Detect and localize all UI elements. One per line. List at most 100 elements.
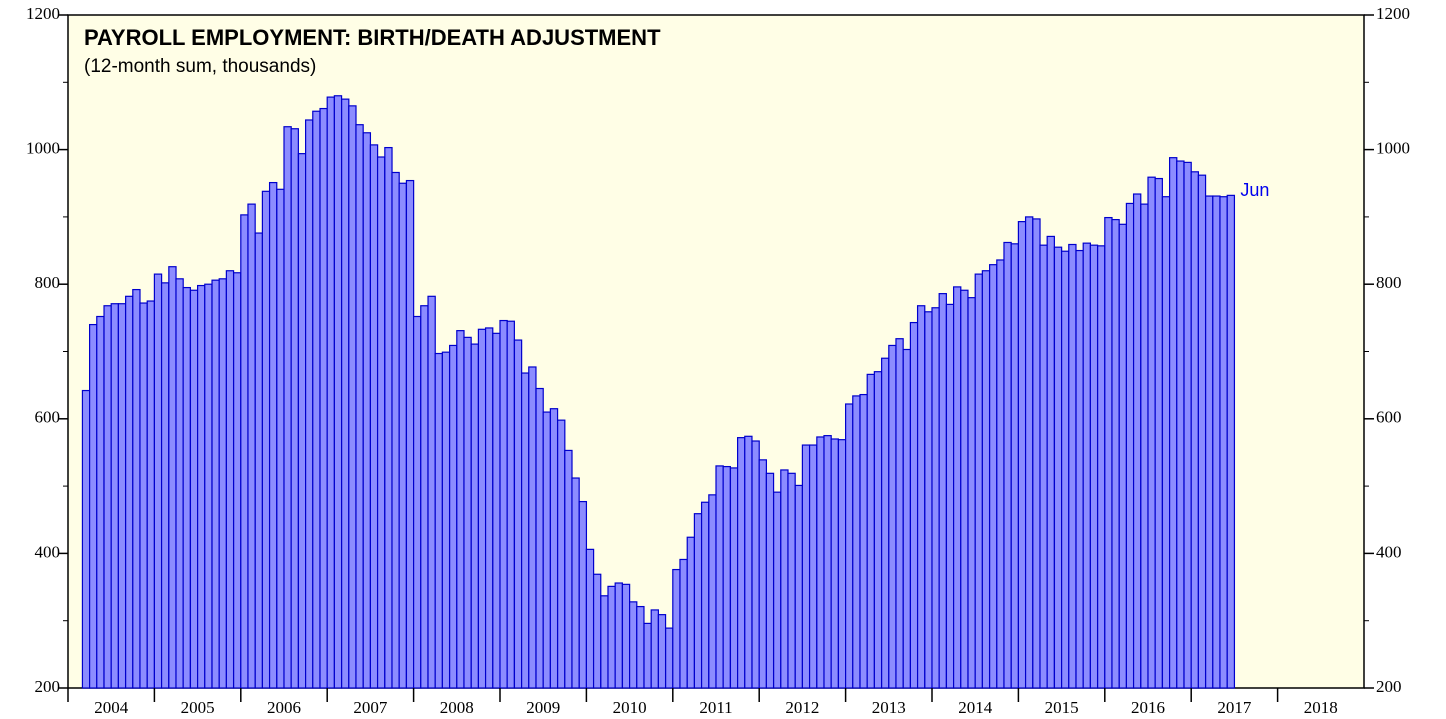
- bar: [895, 338, 904, 689]
- bar: [204, 283, 213, 689]
- bar: [816, 436, 825, 689]
- bar: [909, 321, 919, 689]
- bar: [369, 144, 379, 689]
- bar: [981, 270, 991, 689]
- y-tick-label: 1000: [26, 139, 60, 158]
- x-tick-label: 2010: [613, 698, 647, 717]
- bar: [700, 501, 710, 689]
- bar: [967, 297, 976, 689]
- bar: [96, 315, 105, 689]
- x-tick-label: 2006: [267, 698, 301, 717]
- bar: [715, 465, 724, 689]
- bar: [477, 328, 487, 689]
- bar: [326, 96, 336, 689]
- bar: [1132, 193, 1142, 689]
- bar: [938, 293, 947, 689]
- bar: [881, 357, 890, 689]
- bar: [125, 295, 134, 689]
- bar: [952, 286, 962, 689]
- bar: [189, 289, 199, 689]
- y-tick-label: 1200: [26, 4, 60, 23]
- bar: [686, 536, 696, 689]
- bar: [852, 395, 861, 689]
- bar: [989, 264, 998, 689]
- bar: [773, 491, 782, 689]
- bar: [376, 156, 386, 689]
- bar: [333, 95, 343, 689]
- bar: [808, 444, 818, 689]
- x-tick-label: 2009: [526, 698, 560, 717]
- bar: [729, 467, 739, 689]
- y-tick-label: 600: [35, 408, 61, 427]
- bar: [81, 389, 91, 689]
- bar: [549, 408, 559, 689]
- bar: [146, 300, 156, 689]
- bar: [283, 126, 292, 689]
- bar: [254, 232, 264, 689]
- bar: [621, 583, 631, 689]
- bar: [844, 403, 854, 689]
- chart-subtitle: (12-month sum, thousands): [84, 56, 316, 77]
- x-tick-label: 2011: [699, 698, 732, 717]
- bar: [319, 107, 328, 689]
- bar: [614, 582, 623, 689]
- bar: [607, 585, 616, 689]
- x-tick-label: 2017: [1217, 698, 1252, 717]
- y2-tick-label: 1000: [1376, 139, 1410, 158]
- bar: [693, 513, 703, 689]
- bar: [592, 573, 602, 689]
- bar: [103, 305, 112, 689]
- y2-tick-label: 1200: [1376, 4, 1410, 23]
- bar: [578, 500, 588, 689]
- bar: [117, 303, 127, 689]
- bar: [484, 327, 494, 689]
- bar: [168, 266, 177, 689]
- bar: [290, 128, 299, 689]
- bar: [657, 614, 667, 689]
- bar: [628, 601, 638, 689]
- bar: [441, 351, 451, 689]
- bar: [233, 272, 242, 689]
- bar: [557, 419, 566, 689]
- bar: [722, 465, 731, 689]
- x-tick-label: 2012: [785, 698, 819, 717]
- bar: [132, 288, 141, 689]
- bar: [175, 278, 184, 689]
- bar: [866, 373, 876, 689]
- bar: [1104, 216, 1113, 689]
- bar: [513, 339, 523, 689]
- bar: [1097, 245, 1106, 689]
- x-tick-label: 2014: [958, 698, 993, 717]
- bar: [1161, 196, 1171, 689]
- y2-tick-label: 800: [1376, 273, 1402, 292]
- bar: [312, 110, 321, 689]
- bar: [225, 270, 235, 689]
- bar: [1183, 161, 1192, 689]
- bar: [765, 472, 775, 689]
- bar: [902, 348, 912, 689]
- bar: [420, 305, 429, 689]
- bar: [1205, 195, 1214, 689]
- bar: [355, 124, 364, 689]
- bar: [1003, 241, 1012, 689]
- bar: [823, 435, 832, 689]
- bar: [261, 190, 271, 689]
- bar: [650, 609, 660, 689]
- x-tick-label: 2013: [872, 698, 906, 717]
- bar: [348, 105, 357, 689]
- bar: [758, 459, 768, 689]
- bar: [1089, 244, 1099, 689]
- bar: [413, 315, 422, 689]
- bar: [960, 289, 969, 689]
- bar: [218, 278, 227, 689]
- bar: [405, 179, 415, 689]
- bar: [780, 469, 789, 689]
- x-tick-label: 2016: [1131, 698, 1165, 717]
- bar: [1032, 218, 1041, 689]
- bar: [564, 449, 573, 689]
- bar: [672, 568, 681, 689]
- bar: [470, 343, 480, 689]
- bar: [1060, 250, 1070, 689]
- bar: [362, 132, 372, 689]
